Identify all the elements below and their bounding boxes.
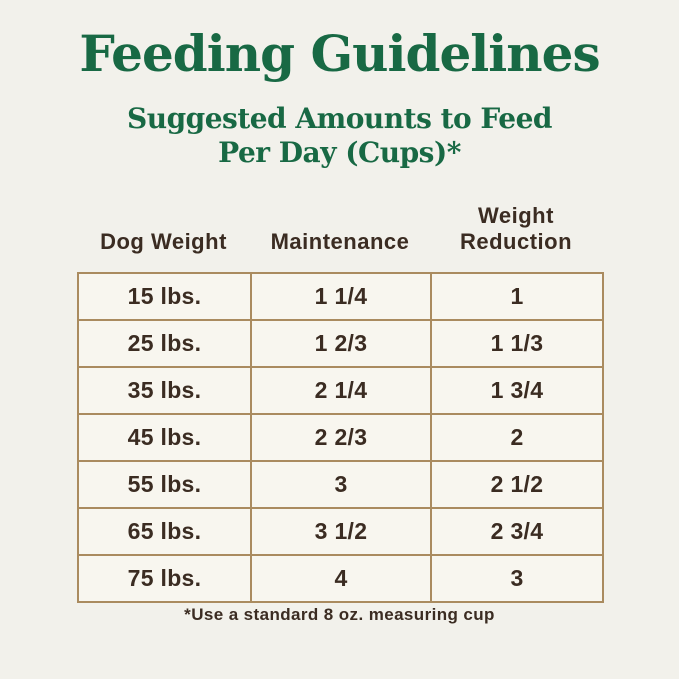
column-header-maintenance: Maintenance [270, 229, 410, 255]
page-subtitle: Suggested Amounts to Feed Per Day (Cups)… [0, 102, 679, 170]
table-cell-dog-weight: 45 lbs. [77, 413, 252, 462]
table-row: 75 lbs. 4 3 [77, 554, 604, 603]
table-row: 15 lbs. 1 1/4 1 [77, 272, 604, 321]
table-cell-dog-weight: 35 lbs. [77, 366, 252, 415]
page-title: Feeding Guidelines [79, 24, 600, 83]
table-cell-maintenance: 1 2/3 [250, 319, 432, 368]
subtitle-line-1: Suggested Amounts to Feed [127, 102, 553, 135]
table-row: 35 lbs. 2 1/4 1 3/4 [77, 366, 604, 415]
table-cell-dog-weight: 65 lbs. [77, 507, 252, 556]
table-cell-dog-weight: 15 lbs. [77, 272, 252, 321]
subtitle-line-2: Per Day (Cups)* [218, 136, 461, 170]
table-cell-weight-reduction: 1 1/3 [430, 319, 604, 368]
table-cell-maintenance: 1 1/4 [250, 272, 432, 321]
table-cell-weight-reduction: 1 [430, 272, 604, 321]
table-cell-maintenance: 4 [250, 554, 432, 603]
table-cell-maintenance: 2 1/4 [250, 366, 432, 415]
table-cell-maintenance: 3 [250, 460, 432, 509]
table-row: 25 lbs. 1 2/3 1 1/3 [77, 319, 604, 368]
table-row: 45 lbs. 2 2/3 2 [77, 413, 604, 462]
table-header-row: Dog Weight Maintenance Weight Reduction [77, 196, 602, 264]
column-header-dog-weight: Dog Weight [100, 229, 227, 255]
table-cell-dog-weight: 55 lbs. [77, 460, 252, 509]
table-cell-dog-weight: 75 lbs. [77, 554, 252, 603]
table-cell-maintenance: 2 2/3 [250, 413, 432, 462]
table-cell-weight-reduction: 2 3/4 [430, 507, 604, 556]
table-cell-weight-reduction: 2 [430, 413, 604, 462]
column-header-weight-reduction: Weight Reduction [459, 203, 573, 255]
table-cell-weight-reduction: 1 3/4 [430, 366, 604, 415]
table-row: 55 lbs. 3 2 1/2 [77, 460, 604, 509]
table-cell-weight-reduction: 2 1/2 [430, 460, 604, 509]
feeding-table: 15 lbs. 1 1/4 1 25 lbs. 1 2/3 1 1/3 35 l… [77, 272, 604, 603]
table-cell-maintenance: 3 1/2 [250, 507, 432, 556]
measuring-cup-footnote: *Use a standard 8 oz. measuring cup [184, 605, 495, 624]
table-cell-weight-reduction: 3 [430, 554, 604, 603]
table-cell-dog-weight: 25 lbs. [77, 319, 252, 368]
table-row: 65 lbs. 3 1/2 2 3/4 [77, 507, 604, 556]
